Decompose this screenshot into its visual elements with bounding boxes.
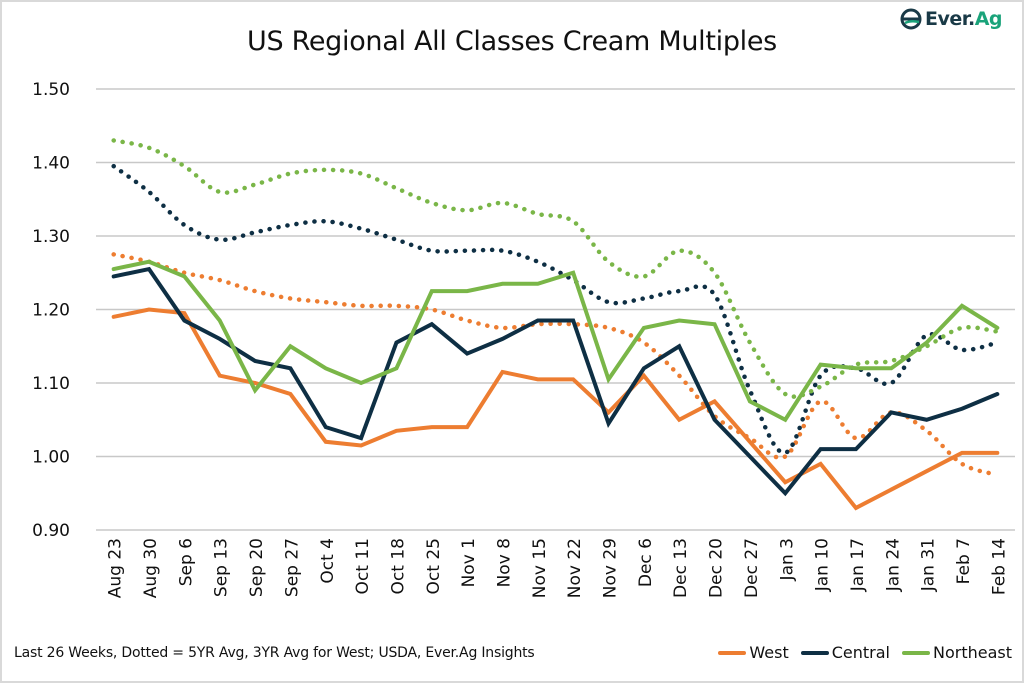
y-tick-label: 1.40: [32, 154, 70, 174]
legend-swatch-central: [800, 650, 829, 655]
x-tick-label: Jan 24: [883, 538, 903, 592]
x-axis-ticks: Aug 23 Aug 30 Sep 6 Sep 13 Sep 20 Sep 27 Oct 4…: [106, 538, 1010, 598]
x-tick-label: Dec 13: [671, 538, 691, 598]
x-tick-label: Nov 8: [494, 538, 514, 587]
legend-swatch-northeast: [901, 650, 930, 655]
x-tick-label: Nov 15: [530, 538, 550, 598]
x-tick-label: Aug 30: [141, 538, 161, 598]
x-tick-label: Nov 22: [565, 538, 585, 598]
x-tick-label: Nov 1: [459, 538, 479, 587]
legend-item-west: West: [718, 643, 789, 662]
x-tick-label: Sep 6: [176, 538, 196, 586]
y-tick-label: 1.00: [32, 448, 70, 468]
y-tick-label: 0.90: [32, 521, 70, 541]
series-line: [111, 259, 1000, 423]
series-line: [111, 138, 1000, 399]
x-tick-label: Jan 17: [848, 538, 868, 592]
y-tick-label: 1.10: [32, 374, 70, 394]
source-note: Last 26 Weeks, Dotted = 5YR Avg, 3YR Avg…: [14, 645, 535, 661]
legend-swatch-west: [718, 650, 747, 655]
legend-label-central: Central: [831, 643, 890, 662]
series-central: [111, 266, 1000, 497]
x-tick-label: Aug 23: [106, 538, 126, 598]
everag-logo-icon: [900, 8, 922, 30]
y-tick-label: 1.30: [32, 227, 70, 247]
x-tick-label: Dec 27: [742, 538, 762, 598]
series-northeast: [111, 259, 1000, 423]
x-tick-label: Oct 4: [318, 538, 338, 584]
series-line: [111, 266, 1000, 497]
x-tick-label: Sep 20: [247, 538, 267, 597]
legend: West Central Northeast: [718, 643, 1012, 662]
x-tick-label: Sep 13: [212, 538, 232, 597]
x-tick-label: Sep 27: [282, 538, 302, 597]
x-tick-label: Oct 25: [424, 538, 444, 594]
x-tick-label: Oct 18: [388, 538, 408, 594]
chart-title: US Regional All Classes Cream Multiples: [247, 26, 777, 57]
x-tick-label: Nov 29: [601, 538, 621, 598]
series-west-3yr-avg: [111, 252, 1000, 478]
series-line: [111, 307, 1000, 511]
legend-label-west: West: [749, 643, 789, 662]
x-tick-label: Dec 6: [636, 538, 656, 587]
everag-logo: Ever.Ag: [900, 8, 1003, 30]
series-layer: [111, 138, 1000, 511]
x-tick-label: Jan 31: [919, 538, 939, 592]
series-line: [111, 252, 1000, 478]
x-tick-label: Oct 11: [353, 538, 373, 594]
y-axis-ticks: 0.90 1.00 1.10 1.20 1.30 1.40 1.50: [32, 80, 70, 541]
x-tick-label: Jan 10: [813, 538, 833, 592]
y-tick-label: 1.50: [32, 80, 70, 100]
everag-logo-text: Ever.Ag: [925, 8, 1002, 30]
legend-item-northeast: Northeast: [901, 643, 1012, 662]
x-tick-label: Dec 20: [707, 538, 727, 598]
x-tick-label: Feb 14: [989, 538, 1009, 595]
legend-item-central: Central: [800, 643, 890, 662]
series-west: [111, 307, 1000, 511]
x-tick-label: Jan 3: [777, 538, 797, 581]
y-tick-label: 1.20: [32, 301, 70, 321]
grid-lines: [96, 88, 1015, 531]
legend-label-northeast: Northeast: [932, 643, 1012, 662]
series-northeast-5yr-avg: [111, 138, 1000, 399]
x-tick-label: Feb 7: [954, 538, 974, 584]
